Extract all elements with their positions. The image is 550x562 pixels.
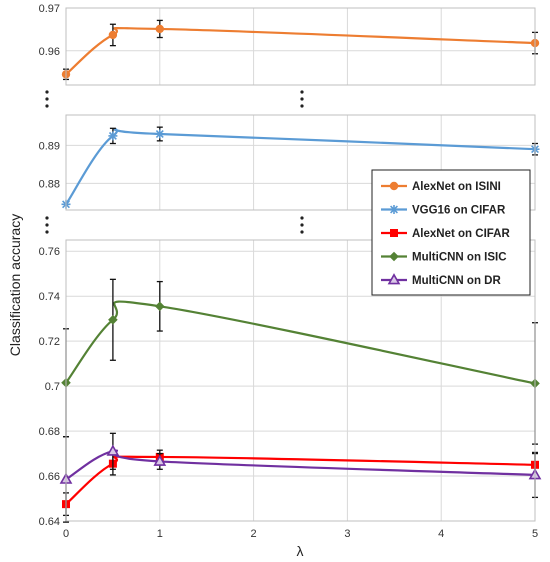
legend-label: MultiCNN on ISIC: [412, 252, 507, 264]
series-line: [65, 127, 536, 205]
legend-item: VGG16 on CIFAR: [381, 205, 506, 217]
axis-break-dots: [45, 90, 304, 234]
panel-frame: [65, 7, 536, 86]
x-tick-label: 2: [251, 528, 257, 540]
data-point: [108, 131, 118, 141]
legend-label: AlexNet on ISINI: [412, 181, 501, 193]
legend-marker: [387, 273, 401, 285]
x-tick-label: 5: [532, 528, 538, 540]
y-axis-label: Classification accuracy: [7, 214, 23, 356]
legend-item: AlexNet on ISINI: [381, 181, 501, 193]
legend-item: MultiCNN on DR: [381, 273, 501, 287]
y-tick-label: 0.74: [39, 291, 60, 303]
y-tick-label: 0.89: [39, 140, 60, 152]
panel-frame: [65, 239, 536, 522]
y-tick-label: 0.96: [39, 46, 60, 58]
data-point: [108, 30, 118, 40]
series-multicnn-on-isic: [61, 278, 540, 445]
y-tick-label: 0.68: [39, 426, 60, 438]
series-line: [65, 300, 536, 385]
data-point: [153, 454, 167, 466]
panel-frame: [65, 114, 536, 211]
y-tick-label: 0.72: [39, 336, 60, 348]
x-axis-label: λ: [297, 543, 304, 559]
x-tick-label: 3: [344, 528, 350, 540]
legend-marker: [390, 229, 398, 237]
series-multicnn-on-dr: [59, 432, 542, 523]
legend-marker: [389, 181, 399, 191]
series-line: [65, 455, 536, 505]
legend-label: MultiCNN on DR: [412, 275, 501, 287]
x-tick-label: 0: [63, 528, 69, 540]
series-line: [65, 449, 536, 481]
x-tick-label: 1: [157, 528, 163, 540]
x-tick-label: 4: [438, 528, 444, 540]
legend-marker: [389, 205, 399, 214]
legend: AlexNet on ISINI VGG16 on CIFAR AlexNet on…: [371, 169, 531, 296]
y-tick-label: 0.66: [39, 471, 60, 483]
y-tick-label: 0.97: [39, 3, 60, 15]
y-tick-label: 0.64: [39, 516, 60, 528]
data-point: [155, 129, 165, 139]
y-tick-label: 0.76: [39, 246, 60, 258]
data-point: [155, 301, 165, 312]
legend-item: MultiCNN on ISIC: [381, 252, 507, 264]
legend-label: VGG16 on CIFAR: [412, 205, 506, 217]
legend-marker: [389, 251, 399, 262]
y-tick-label: 0.7: [45, 381, 60, 393]
data-point: [155, 24, 164, 34]
data-point: [108, 315, 118, 325]
data-point: [106, 444, 120, 456]
legend-item: AlexNet on CIFAR: [381, 228, 510, 240]
legend-label: AlexNet on CIFAR: [412, 228, 510, 240]
series-alexnet-on-isini: [61, 19, 540, 81]
axis-layer: 0.96 0.97 0.88 0.89 0.64 0.66 0.68 0.7 0.72 0.74 0…: [39, 3, 538, 540]
y-tick-label: 0.88: [39, 178, 60, 190]
